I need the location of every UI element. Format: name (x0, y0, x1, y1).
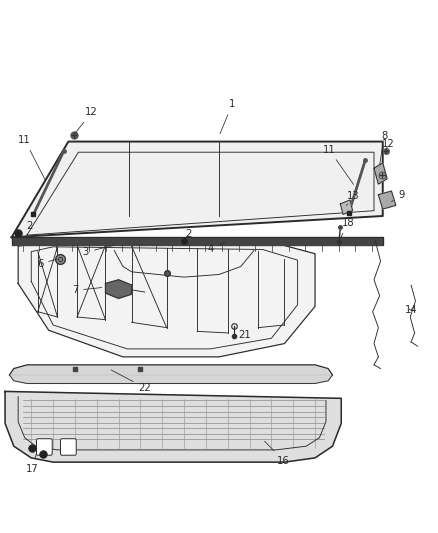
Polygon shape (12, 142, 383, 237)
Polygon shape (374, 163, 387, 184)
Text: 12: 12 (76, 107, 98, 133)
Text: 22: 22 (111, 370, 151, 393)
Polygon shape (12, 237, 383, 245)
Text: 16: 16 (265, 441, 290, 465)
Polygon shape (378, 191, 396, 209)
Text: 12: 12 (382, 139, 395, 149)
Text: 8: 8 (380, 131, 387, 165)
Polygon shape (18, 240, 315, 357)
Text: 14: 14 (405, 305, 417, 315)
Text: 11: 11 (323, 144, 353, 184)
Text: 2: 2 (185, 229, 191, 239)
Text: 17: 17 (26, 454, 39, 473)
Text: 1: 1 (220, 99, 235, 134)
Text: 11: 11 (18, 135, 45, 180)
Text: 21: 21 (234, 327, 251, 340)
Text: 7: 7 (72, 286, 102, 295)
Polygon shape (10, 365, 332, 383)
Text: 4: 4 (207, 242, 225, 254)
Text: 6: 6 (37, 259, 57, 269)
Polygon shape (106, 280, 132, 298)
Text: 9: 9 (392, 190, 405, 201)
Text: 2: 2 (21, 221, 32, 231)
Text: 18: 18 (341, 218, 354, 238)
Polygon shape (340, 200, 353, 214)
FancyBboxPatch shape (60, 439, 76, 455)
FancyBboxPatch shape (36, 439, 52, 455)
Text: 3: 3 (83, 245, 114, 257)
Text: 13: 13 (346, 191, 360, 205)
Polygon shape (5, 391, 341, 462)
